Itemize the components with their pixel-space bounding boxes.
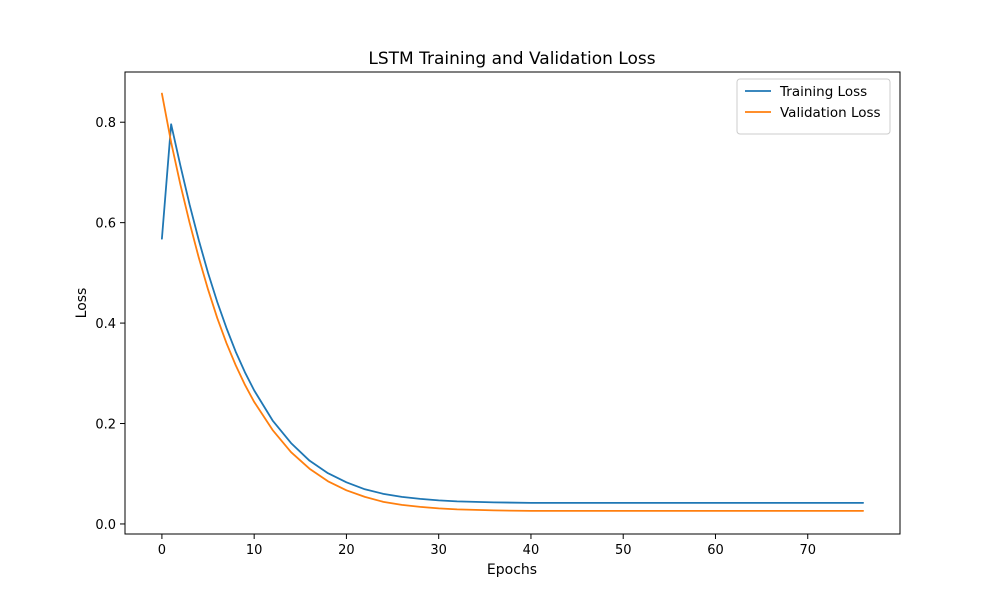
legend-label: Training Loss: [779, 84, 867, 100]
series-line-training-loss: [161, 123, 864, 504]
x-tick-label: 60: [707, 543, 724, 558]
legend-label: Validation Loss: [780, 105, 881, 121]
legend: Training Loss Validation Loss: [736, 78, 891, 135]
x-tick-label: 0: [158, 543, 166, 558]
y-tick-label: 0.4: [95, 317, 116, 332]
x-tick-label: 10: [246, 543, 263, 558]
plot-area: [161, 92, 864, 512]
x-tick-label: 40: [523, 543, 540, 558]
y-tick-label: 0.2: [95, 418, 116, 433]
x-tick-label: 20: [338, 543, 355, 558]
chart-title: LSTM Training and Validation Loss: [368, 49, 655, 69]
plot-frame: [124, 71, 901, 535]
x-tick-label: 70: [799, 543, 816, 558]
x-tick-label: 30: [430, 543, 447, 558]
x-tick-label: 50: [615, 543, 632, 558]
series-line-validation-loss: [161, 92, 864, 512]
y-tick-label: 0.0: [95, 518, 116, 533]
x-axis: 0 10 20 30 40 50 60 70: [158, 534, 816, 558]
y-axis-title: Loss: [74, 288, 90, 319]
y-tick-label: 0.8: [95, 116, 116, 131]
legend-box: [736, 78, 891, 135]
y-tick-label: 0.6: [95, 217, 116, 232]
y-axis: 0.0 0.2 0.4 0.6 0.8: [95, 116, 125, 533]
x-axis-title: Epochs: [487, 562, 537, 578]
